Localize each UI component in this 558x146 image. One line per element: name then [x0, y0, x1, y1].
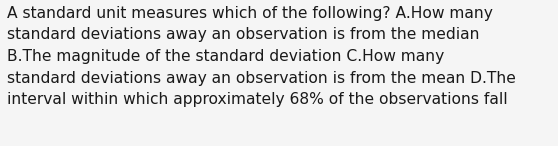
Text: A standard unit measures which of the following? A.How many
standard deviations : A standard unit measures which of the fo…	[7, 6, 516, 107]
